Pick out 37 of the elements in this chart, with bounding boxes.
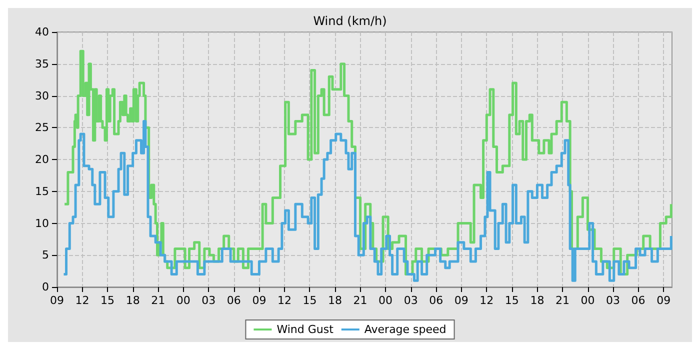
- y-tick-label: 35: [35, 57, 49, 70]
- y-tick-label: 30: [35, 89, 49, 102]
- x-tick-label: 21: [353, 294, 368, 307]
- x-tick-label: 21: [151, 294, 166, 307]
- x-tick-label: 18: [126, 294, 140, 307]
- x-tick-label: 06: [429, 294, 444, 307]
- x-tick-label: 03: [202, 294, 216, 307]
- x-tick-label: 18: [530, 294, 544, 307]
- x-tick-label: 00: [378, 294, 393, 307]
- x-tick-label: 15: [302, 294, 317, 307]
- y-tick-label: 20: [35, 153, 49, 166]
- x-tick-label: 06: [631, 294, 646, 307]
- x-tick-label: 12: [480, 294, 494, 307]
- y-tick-label: 0: [42, 280, 49, 294]
- legend-label: Average speed: [364, 323, 446, 336]
- y-tick-label: 25: [35, 121, 49, 134]
- x-tick-label: 21: [555, 294, 570, 307]
- x-tick-label: 18: [328, 294, 342, 307]
- x-tick-label: 09: [656, 294, 671, 307]
- y-tick-label: 10: [35, 216, 49, 230]
- x-tick-label: 12: [75, 294, 90, 307]
- chart-title: Wind (km/h): [313, 14, 387, 28]
- x-tick-label: 00: [176, 294, 190, 307]
- x-tick-label: 09: [50, 294, 64, 307]
- x-tick-label: 03: [606, 294, 620, 307]
- y-tick-label: 15: [35, 184, 49, 198]
- y-tick-label: 5: [42, 248, 49, 262]
- legend-label: Wind Gust: [276, 323, 334, 336]
- x-tick-label: 03: [404, 294, 418, 307]
- x-tick-label: 15: [504, 294, 519, 307]
- x-tick-label: 09: [454, 294, 468, 307]
- x-tick-label: 12: [277, 294, 292, 307]
- x-tick-label: 09: [252, 294, 266, 307]
- y-tick-label: 40: [35, 26, 49, 38]
- x-tick-label: 00: [580, 294, 595, 307]
- x-tick-label: 06: [226, 294, 241, 307]
- x-tick-label: 15: [100, 294, 115, 307]
